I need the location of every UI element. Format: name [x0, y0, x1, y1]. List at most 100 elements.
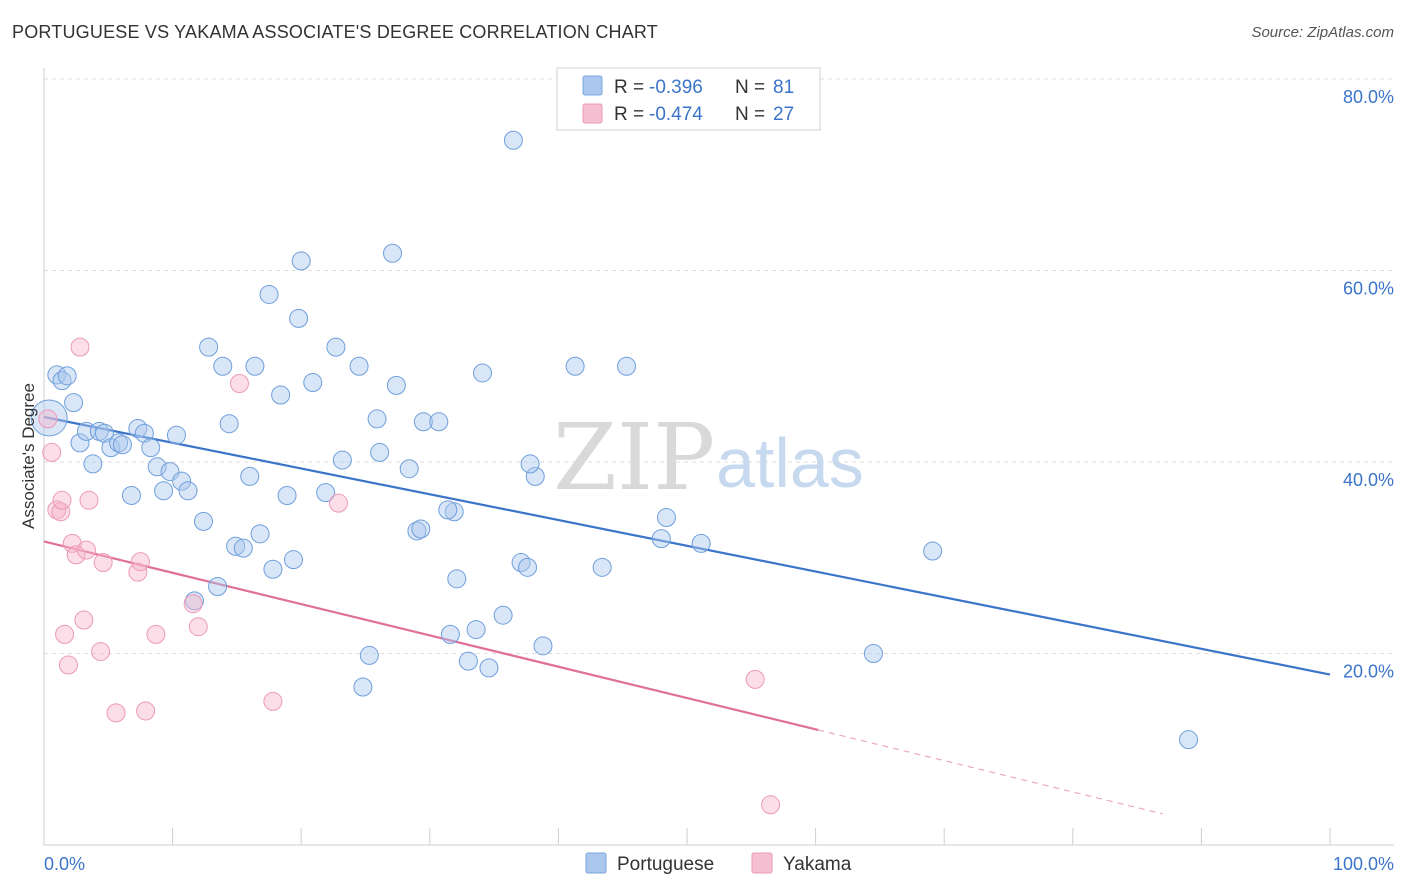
legend-swatch-yakama: [751, 852, 773, 874]
point-portuguese: [178, 481, 198, 501]
point-portuguese: [250, 524, 270, 544]
point-portuguese: [359, 645, 379, 665]
point-portuguese: [479, 658, 499, 678]
point-portuguese: [277, 486, 297, 506]
point-portuguese: [303, 373, 323, 393]
point-yakama: [42, 442, 62, 462]
watermark-atlas: atlas: [716, 424, 864, 502]
point-portuguese: [923, 541, 943, 561]
point-yakama: [58, 655, 78, 675]
point-yakama: [91, 642, 111, 662]
point-yakama: [66, 545, 86, 565]
y-tick-label: 20.0%: [1343, 662, 1394, 682]
point-portuguese: [199, 337, 219, 357]
legend-label-portuguese: Portuguese: [617, 854, 714, 875]
point-portuguese: [444, 502, 464, 522]
point-portuguese: [533, 636, 553, 656]
point-yakama: [62, 533, 82, 553]
point-yakama: [74, 610, 94, 630]
point-portuguese: [473, 363, 493, 383]
point-portuguese: [283, 550, 303, 570]
trend-line-extension-yakama: [818, 729, 1163, 815]
legend-bottom: Portuguese Yakama: [585, 852, 852, 875]
point-portuguese: [70, 433, 90, 453]
legend-row-portuguese: R = -0.396 N = 81: [582, 75, 794, 98]
point-portuguese: [332, 450, 352, 470]
point-portuguese: [349, 356, 369, 376]
point-portuguese: [193, 511, 213, 531]
data-points: [30, 130, 1199, 815]
trend-line-portuguese: [43, 415, 1331, 676]
legend-n-label: N =: [735, 104, 765, 125]
point-portuguese: [411, 519, 431, 539]
point-portuguese: [30, 399, 68, 437]
point-yakama: [93, 553, 113, 573]
point-portuguese: [208, 576, 228, 596]
point-portuguese: [466, 620, 486, 640]
point-portuguese: [429, 412, 449, 432]
point-portuguese: [565, 356, 585, 376]
point-portuguese: [440, 624, 460, 644]
point-portuguese: [64, 393, 84, 413]
point-portuguese: [240, 466, 260, 486]
trend-line-yakama: [43, 540, 819, 732]
point-yakama: [70, 337, 90, 357]
point-portuguese: [656, 508, 676, 528]
point-portuguese: [172, 471, 192, 491]
point-portuguese: [386, 375, 406, 395]
point-portuguese: [691, 533, 711, 553]
point-portuguese: [370, 442, 390, 462]
y-tick-label: 60.0%: [1343, 279, 1394, 299]
point-portuguese: [458, 651, 478, 671]
legend-r-value: -0.396: [649, 77, 703, 98]
point-yakama: [76, 540, 96, 560]
point-portuguese: [651, 529, 671, 549]
point-portuguese: [399, 459, 419, 479]
point-portuguese: [367, 409, 387, 429]
legend-r-label: R =: [614, 104, 644, 125]
point-yakama: [188, 617, 208, 637]
point-portuguese: [413, 412, 433, 432]
point-portuguese: [94, 423, 114, 443]
point-yakama: [328, 493, 348, 513]
point-portuguese: [213, 356, 233, 376]
y-tick-label: 40.0%: [1343, 470, 1394, 490]
point-yakama: [38, 409, 58, 429]
point-portuguese: [438, 500, 458, 520]
point-portuguese: [57, 366, 77, 386]
point-yakama: [745, 669, 765, 689]
point-portuguese: [863, 644, 883, 663]
legend-n-value: 81: [773, 77, 794, 98]
watermark-zip: ZIP: [553, 404, 715, 511]
legend-r-value: -0.474: [649, 104, 703, 125]
legend-swatch-blue: [582, 75, 603, 96]
point-portuguese: [121, 486, 141, 506]
point-portuguese: [447, 569, 467, 589]
point-portuguese: [520, 454, 540, 474]
legend-n-value: 27: [773, 104, 794, 125]
point-yakama: [55, 624, 75, 644]
point-portuguese: [1179, 730, 1199, 750]
point-portuguese: [226, 536, 246, 556]
point-portuguese: [493, 605, 513, 625]
point-portuguese: [47, 365, 67, 385]
point-portuguese: [141, 438, 161, 458]
point-portuguese: [263, 559, 283, 579]
legend-row-yakama: R = -0.474 N = 27: [582, 103, 794, 125]
point-portuguese: [166, 425, 186, 445]
point-portuguese: [112, 435, 132, 455]
point-portuguese: [83, 454, 103, 474]
point-yakama: [183, 594, 203, 614]
x-tick-min: 0.0%: [44, 854, 85, 874]
point-yakama: [136, 701, 156, 721]
trend-lines: [43, 415, 1331, 815]
point-portuguese: [326, 337, 346, 357]
chart-title: PORTUGUESE VS YAKAMA ASSOCIATE'S DEGREE …: [12, 22, 658, 42]
point-yakama: [106, 703, 126, 723]
point-yakama: [52, 490, 72, 510]
point-portuguese: [525, 466, 545, 486]
point-portuguese: [383, 243, 403, 263]
point-portuguese: [219, 414, 239, 434]
y-tick-label: 80.0%: [1343, 87, 1394, 107]
